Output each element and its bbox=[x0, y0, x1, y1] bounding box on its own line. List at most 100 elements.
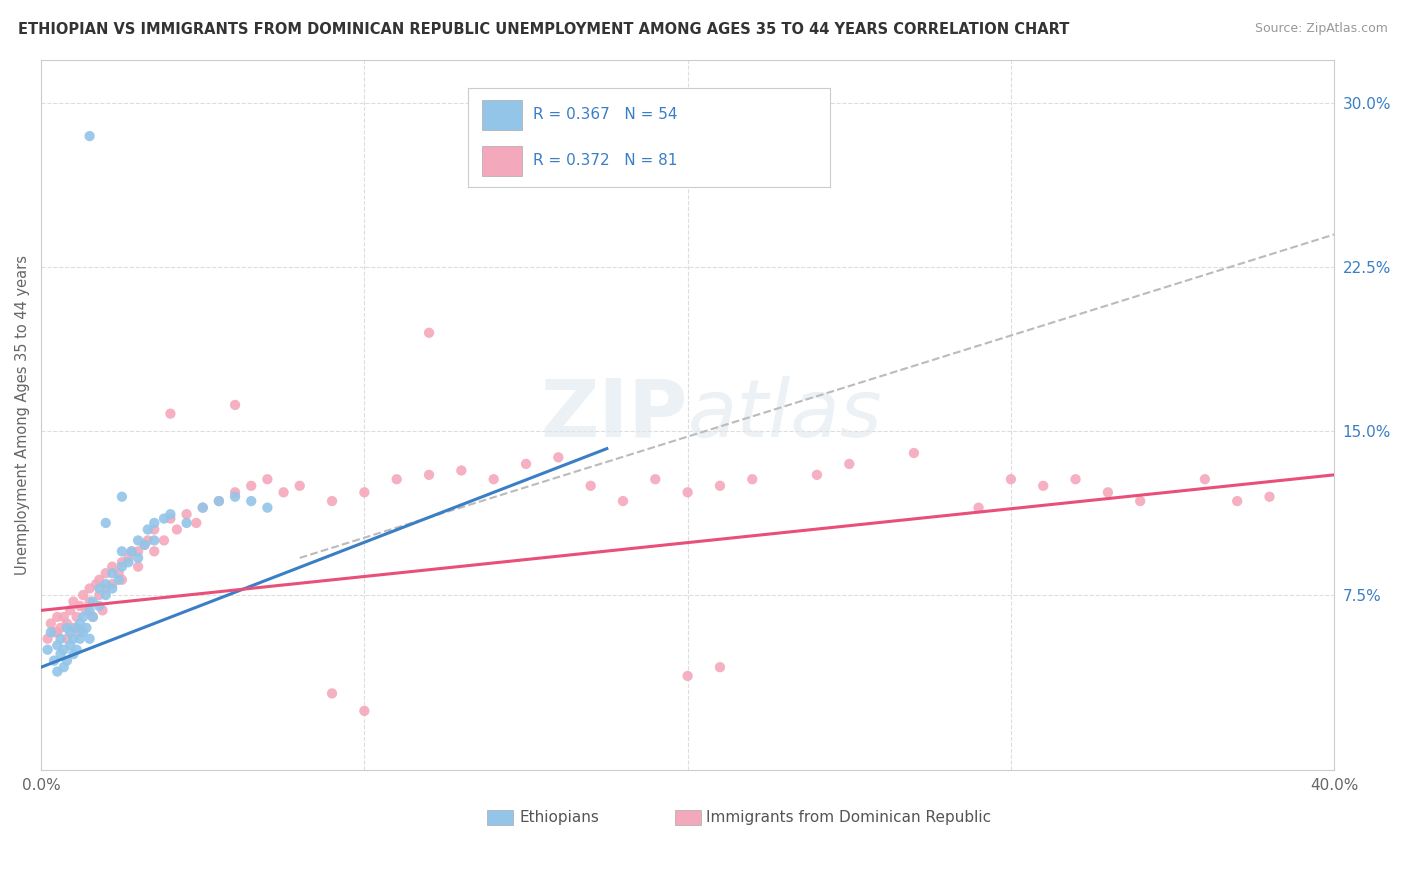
Point bbox=[107, 573, 129, 587]
Point bbox=[224, 490, 246, 504]
Text: ETHIOPIAN VS IMMIGRANTS FROM DOMINICAN REPUBLIC UNEMPLOYMENT AMONG AGES 35 TO 44: ETHIOPIAN VS IMMIGRANTS FROM DOMINICAN R… bbox=[18, 22, 1070, 37]
Text: Ethiopians: Ethiopians bbox=[520, 810, 599, 825]
Point bbox=[46, 610, 69, 624]
Point bbox=[273, 485, 295, 500]
Point bbox=[159, 511, 181, 525]
Point bbox=[1226, 494, 1249, 508]
Point bbox=[1258, 490, 1281, 504]
Point bbox=[547, 450, 569, 465]
Point bbox=[153, 533, 176, 548]
Point bbox=[256, 500, 278, 515]
Point bbox=[49, 621, 72, 635]
Point bbox=[127, 544, 149, 558]
Point bbox=[79, 129, 101, 144]
Point bbox=[676, 485, 699, 500]
Text: Immigrants from Dominican Republic: Immigrants from Dominican Republic bbox=[706, 810, 991, 825]
Point bbox=[353, 485, 375, 500]
Point bbox=[208, 494, 231, 508]
Point bbox=[143, 544, 166, 558]
Point bbox=[69, 599, 91, 613]
Point bbox=[644, 472, 666, 486]
Point bbox=[1097, 485, 1119, 500]
Point bbox=[136, 523, 159, 537]
Point bbox=[191, 500, 214, 515]
Point bbox=[117, 555, 139, 569]
Point bbox=[353, 704, 375, 718]
Point bbox=[191, 500, 214, 515]
Point bbox=[143, 523, 166, 537]
Point bbox=[79, 603, 101, 617]
Point bbox=[741, 472, 763, 486]
Point bbox=[418, 467, 440, 482]
Point bbox=[709, 660, 731, 674]
Point bbox=[82, 610, 104, 624]
Point bbox=[208, 494, 231, 508]
Point bbox=[127, 533, 149, 548]
Point bbox=[121, 544, 143, 558]
Point bbox=[288, 479, 311, 493]
Point bbox=[94, 577, 117, 591]
Point bbox=[72, 625, 94, 640]
Point bbox=[56, 654, 79, 668]
Point bbox=[240, 494, 263, 508]
Point bbox=[676, 669, 699, 683]
Point bbox=[75, 621, 97, 635]
Point bbox=[709, 479, 731, 493]
Point bbox=[72, 588, 94, 602]
Point bbox=[143, 533, 166, 548]
Point bbox=[579, 479, 602, 493]
Point bbox=[62, 647, 84, 661]
Text: Source: ZipAtlas.com: Source: ZipAtlas.com bbox=[1254, 22, 1388, 36]
Point bbox=[1129, 494, 1152, 508]
Point bbox=[903, 446, 925, 460]
Point bbox=[59, 638, 82, 652]
Point bbox=[79, 594, 101, 608]
Point bbox=[94, 582, 117, 596]
Point bbox=[62, 632, 84, 646]
Point bbox=[91, 603, 114, 617]
Point bbox=[111, 555, 134, 569]
Point bbox=[612, 494, 634, 508]
Point bbox=[153, 511, 176, 525]
Bar bbox=[488, 810, 513, 825]
Point bbox=[59, 603, 82, 617]
Point bbox=[321, 686, 343, 700]
Point bbox=[838, 457, 860, 471]
Point bbox=[69, 632, 91, 646]
Point bbox=[806, 467, 828, 482]
Point bbox=[37, 642, 59, 657]
Point bbox=[159, 407, 181, 421]
Point bbox=[94, 516, 117, 530]
Point bbox=[37, 632, 59, 646]
Point bbox=[186, 516, 208, 530]
Point bbox=[176, 516, 198, 530]
Point bbox=[94, 588, 117, 602]
Point bbox=[101, 559, 124, 574]
Text: atlas: atlas bbox=[688, 376, 883, 454]
Y-axis label: Unemployment Among Ages 35 to 44 years: Unemployment Among Ages 35 to 44 years bbox=[15, 255, 30, 574]
Point bbox=[136, 533, 159, 548]
Point bbox=[101, 582, 124, 596]
Point bbox=[94, 566, 117, 581]
Point bbox=[82, 610, 104, 624]
Point bbox=[134, 538, 156, 552]
Point bbox=[49, 632, 72, 646]
Point bbox=[321, 494, 343, 508]
Point bbox=[89, 582, 111, 596]
Point bbox=[66, 610, 89, 624]
Point bbox=[224, 485, 246, 500]
Point bbox=[66, 642, 89, 657]
Point bbox=[224, 398, 246, 412]
Point bbox=[66, 621, 89, 635]
Point bbox=[69, 625, 91, 640]
Text: ZIP: ZIP bbox=[540, 376, 688, 454]
Point bbox=[52, 660, 75, 674]
Point bbox=[111, 490, 134, 504]
Point bbox=[42, 625, 65, 640]
Point bbox=[1032, 479, 1054, 493]
Point bbox=[56, 616, 79, 631]
Point bbox=[79, 632, 101, 646]
Bar bbox=[675, 810, 700, 825]
Point bbox=[62, 594, 84, 608]
Point bbox=[450, 463, 472, 477]
